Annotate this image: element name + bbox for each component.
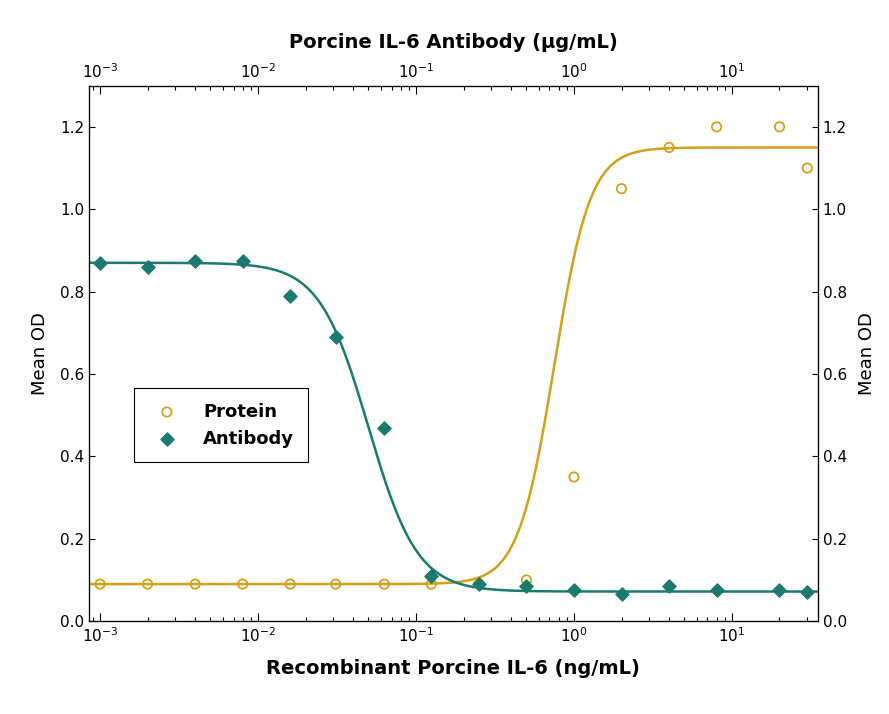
Protein [662, 142, 677, 154]
Antibody [614, 588, 629, 600]
Antibody [567, 585, 581, 596]
Protein [93, 578, 108, 590]
Protein [614, 183, 629, 194]
Protein [377, 578, 391, 590]
Protein [567, 471, 581, 483]
Protein [284, 578, 298, 590]
Y-axis label: Mean OD: Mean OD [31, 312, 49, 395]
Protein [472, 578, 486, 590]
Y-axis label: Mean OD: Mean OD [858, 312, 876, 395]
Antibody [662, 580, 677, 592]
Antibody [93, 257, 108, 268]
Antibody [236, 255, 250, 266]
Antibody [284, 290, 298, 301]
Antibody [472, 578, 486, 590]
X-axis label: Porcine IL-6 Antibody (μg/mL): Porcine IL-6 Antibody (μg/mL) [289, 34, 618, 52]
Protein [800, 162, 814, 174]
X-axis label: Recombinant Porcine IL-6 (ng/mL): Recombinant Porcine IL-6 (ng/mL) [267, 658, 640, 678]
Protein [519, 574, 533, 585]
Protein [140, 578, 155, 590]
Protein [236, 578, 250, 590]
Protein [424, 578, 438, 590]
Antibody [329, 331, 343, 343]
Legend: Protein, Antibody: Protein, Antibody [134, 388, 308, 462]
Protein [709, 121, 724, 133]
Antibody [424, 570, 438, 582]
Antibody [140, 261, 155, 273]
Antibody [519, 580, 533, 592]
Antibody [377, 422, 391, 433]
Protein [773, 121, 787, 133]
Protein [188, 578, 203, 590]
Antibody [709, 585, 724, 596]
Antibody [773, 585, 787, 596]
Antibody [188, 255, 203, 266]
Protein [329, 578, 343, 590]
Antibody [800, 587, 814, 598]
